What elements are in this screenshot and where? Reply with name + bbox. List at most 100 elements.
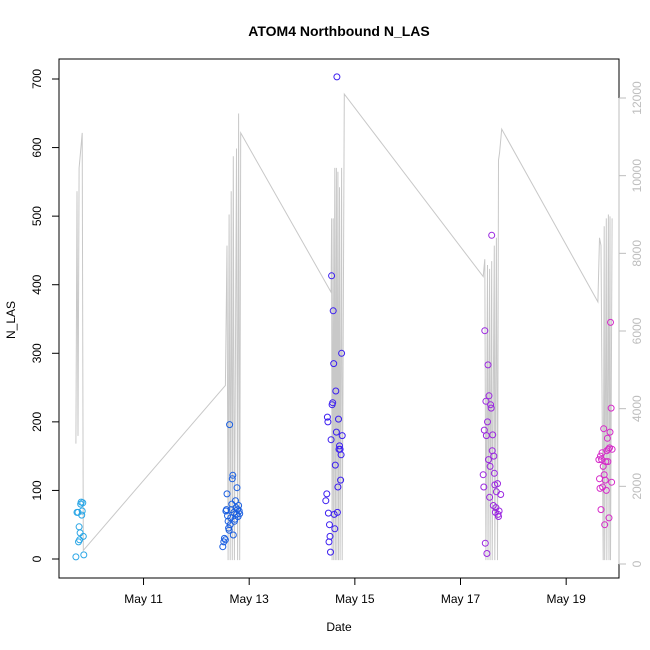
x-axis: May 11 May 13 May 15 May 17 May 19 xyxy=(124,577,586,606)
data-point xyxy=(219,543,227,551)
data-point xyxy=(336,442,343,450)
data-point xyxy=(220,534,228,542)
y-tick-label: 700 xyxy=(30,69,44,89)
data-point xyxy=(223,490,231,498)
data-point xyxy=(333,73,341,81)
data-point xyxy=(597,452,604,460)
y-tick-label: 100 xyxy=(30,480,44,500)
chart-title: ATOM4 Northbound N_LAS xyxy=(248,23,429,39)
y-axis-label: N_LAS xyxy=(4,301,18,339)
data-point xyxy=(489,431,497,439)
points-layer xyxy=(72,73,616,561)
data-point xyxy=(602,458,610,466)
y-tick-label: 0 xyxy=(30,555,44,562)
x-tick-label: May 17 xyxy=(441,592,481,606)
data-point xyxy=(326,532,334,540)
data-point xyxy=(601,521,609,529)
data-point xyxy=(226,521,234,529)
data-point xyxy=(80,551,88,559)
data-point xyxy=(328,272,336,280)
data-point xyxy=(481,327,489,335)
data-point xyxy=(232,497,239,505)
data-point xyxy=(331,461,339,469)
series-group xyxy=(322,73,346,556)
y2-tick-label: 2000 xyxy=(630,473,644,500)
data-point xyxy=(332,387,340,395)
cumulative-line xyxy=(75,92,613,561)
data-point xyxy=(600,425,608,433)
data-point xyxy=(595,456,603,464)
data-point xyxy=(323,490,331,498)
data-point xyxy=(608,445,616,453)
data-point xyxy=(78,511,86,519)
data-point xyxy=(228,475,236,483)
y-tick-label: 400 xyxy=(30,274,44,294)
data-point xyxy=(487,404,495,412)
data-point xyxy=(324,418,332,426)
data-point xyxy=(337,476,345,484)
data-point xyxy=(338,432,346,440)
data-point xyxy=(234,506,242,514)
data-point xyxy=(75,523,83,531)
data-point xyxy=(236,510,244,518)
data-point xyxy=(323,413,331,421)
data-point xyxy=(486,493,494,501)
data-point xyxy=(335,415,342,423)
data-point xyxy=(607,404,615,412)
data-point xyxy=(229,531,237,539)
x-tick-label: May 15 xyxy=(335,592,375,606)
data-point xyxy=(78,507,86,515)
data-point xyxy=(482,397,490,405)
data-point xyxy=(484,418,491,426)
data-point xyxy=(490,452,498,460)
data-point xyxy=(605,514,613,522)
series-group xyxy=(72,498,88,561)
data-point xyxy=(487,401,495,409)
data-point xyxy=(604,458,612,466)
data-point xyxy=(229,471,237,479)
y2-tick-label: 10000 xyxy=(630,159,644,193)
data-point xyxy=(325,538,333,546)
data-point xyxy=(79,499,87,507)
data-point xyxy=(484,361,492,369)
data-point xyxy=(485,456,492,464)
data-point xyxy=(233,484,241,492)
data-point xyxy=(326,521,333,529)
data-point xyxy=(329,307,337,315)
data-point xyxy=(221,536,229,544)
data-point xyxy=(490,469,498,477)
data-point xyxy=(76,536,84,544)
x-tick-label: May 13 xyxy=(230,592,270,606)
data-point xyxy=(331,525,339,533)
data-point xyxy=(597,506,605,514)
x-axis-label: Date xyxy=(326,620,352,634)
y2-tick-label: 12000 xyxy=(630,81,644,115)
series-group xyxy=(595,318,616,529)
data-point xyxy=(334,483,342,491)
data-point xyxy=(481,539,489,547)
y-tick-label: 600 xyxy=(30,137,44,157)
data-point xyxy=(235,507,243,515)
data-point xyxy=(603,434,611,442)
y-tick-label: 500 xyxy=(30,206,44,226)
series-group xyxy=(479,231,505,557)
data-point xyxy=(226,421,234,429)
cumulative-layer xyxy=(75,92,613,561)
data-point xyxy=(327,436,335,444)
data-point xyxy=(479,471,487,479)
data-point xyxy=(324,509,332,517)
data-point xyxy=(488,231,496,239)
data-point xyxy=(333,508,341,516)
data-point xyxy=(495,507,503,515)
data-point xyxy=(485,392,493,400)
data-point xyxy=(480,483,488,491)
data-point xyxy=(337,451,345,459)
series-group xyxy=(219,421,244,551)
y-axis-left: 0 100 200 300 400 500 600 700 xyxy=(30,69,60,562)
y-tick-label: 300 xyxy=(30,343,44,363)
data-point xyxy=(602,486,610,494)
data-point xyxy=(486,462,494,470)
data-point xyxy=(607,318,614,326)
data-point xyxy=(329,399,337,407)
data-point xyxy=(601,476,609,484)
